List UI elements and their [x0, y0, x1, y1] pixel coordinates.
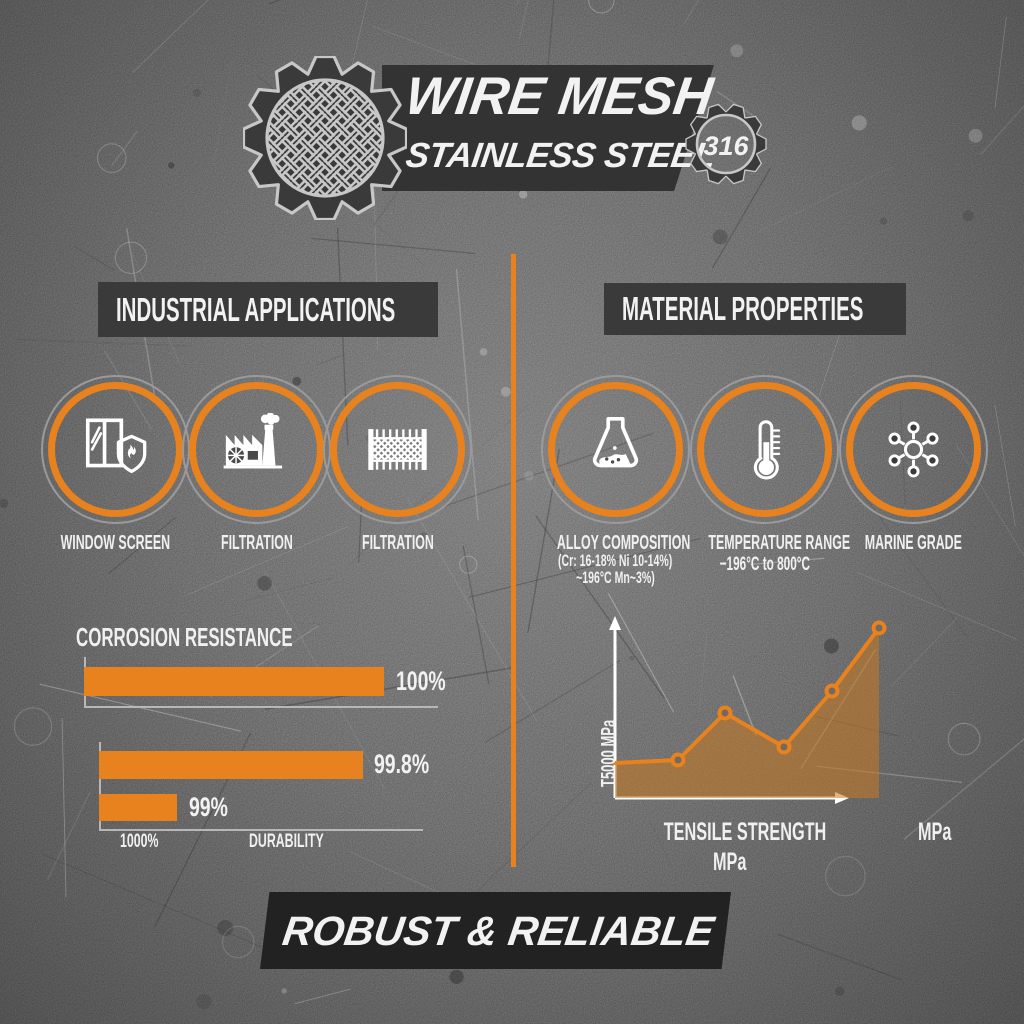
svg-text:316: 316	[703, 131, 749, 161]
